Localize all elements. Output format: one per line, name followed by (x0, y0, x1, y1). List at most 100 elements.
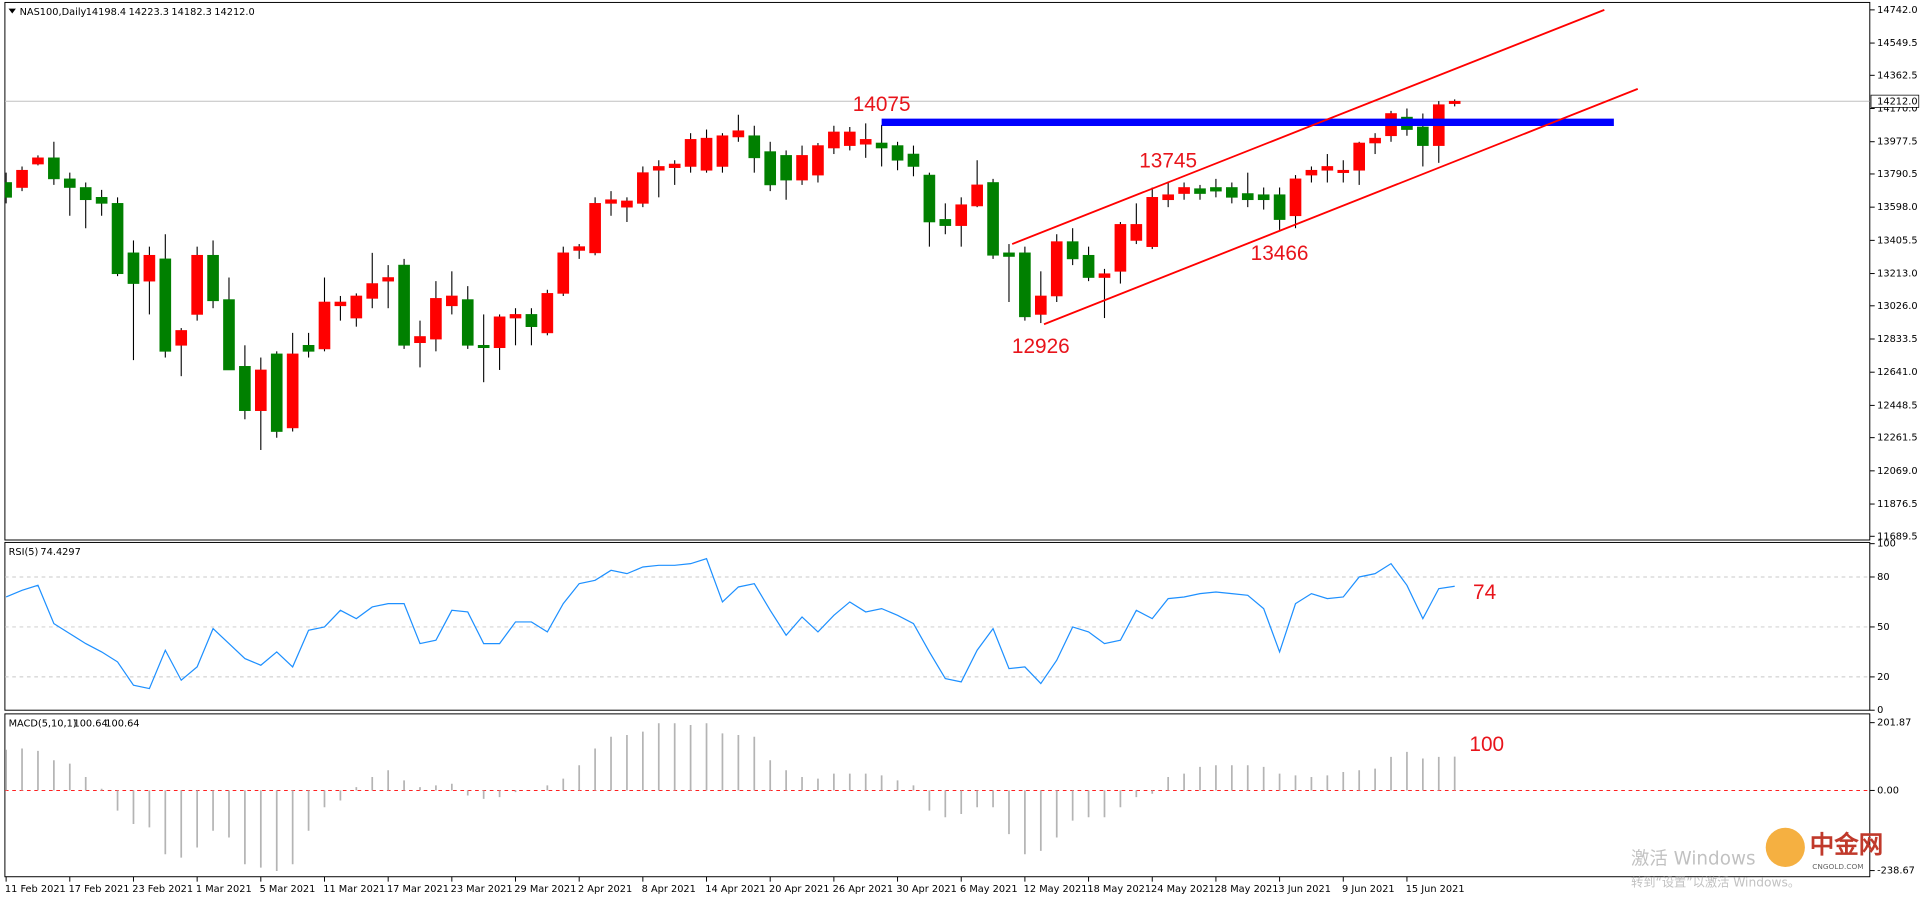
candle-body (4, 182, 12, 198)
macd-panel (4, 713, 1871, 878)
candle-body (1369, 137, 1381, 144)
candle-body (955, 204, 968, 226)
x-tick-label: 23 Mar 2021 (451, 884, 513, 895)
y-tick-label: 13213.0 (1877, 269, 1917, 280)
y-tick-label: 0 (1877, 705, 1883, 716)
x-tick-label: 5 Mar 2021 (260, 884, 316, 895)
candle-body (1082, 254, 1095, 278)
candle-body (652, 166, 665, 171)
x-tick-label: 29 Mar 2021 (514, 884, 576, 895)
x-tick-label: 30 Apr 2021 (896, 884, 956, 895)
x-tick-label: 3 Jun 2021 (1278, 884, 1331, 895)
header-low: 14182.3 (171, 7, 211, 18)
candle-body (1305, 169, 1318, 176)
y-tick-label: 13026.0 (1877, 301, 1917, 312)
candle-body (127, 252, 140, 284)
candle-body (1146, 197, 1159, 247)
price-plot (4, 9, 1870, 450)
candle-body (1353, 142, 1365, 171)
rsi-value: 74.4297 (40, 547, 80, 558)
x-tick-label: 17 Feb 2021 (69, 884, 130, 895)
candle-body (302, 344, 315, 352)
candle-body (573, 246, 585, 251)
last-value-label: 100 (1469, 733, 1504, 756)
candle-body (1130, 224, 1143, 241)
candle-body (748, 135, 761, 159)
chart-title: NAS100,Daily (20, 7, 87, 18)
macd-signal: 100.64 (105, 719, 139, 730)
x-tick-label: 12 May 2021 (1024, 884, 1088, 895)
candle-body (637, 172, 649, 204)
y-tick-label: 50 (1877, 622, 1889, 633)
candle-body (859, 139, 872, 145)
candle-body (1194, 188, 1206, 194)
macd-title: MACD(5,10,1) (9, 719, 77, 730)
y-tick-label: 12448.5 (1877, 400, 1917, 411)
candle-body (557, 252, 570, 294)
candle-body (223, 299, 235, 371)
x-tick-label: 11 Feb 2021 (5, 884, 66, 895)
y-tick-label: 13977.5 (1877, 137, 1917, 148)
candle-body (79, 187, 92, 201)
y-tick-label: 13598.0 (1877, 202, 1917, 213)
candle-body (875, 142, 888, 149)
candle-body (159, 258, 172, 352)
candle-body (95, 197, 108, 204)
watermark: 转到“设置”以激活 Windows。 (1631, 874, 1800, 889)
candle-body (1289, 178, 1302, 217)
x-tick-label: 18 May 2021 (1087, 884, 1151, 895)
candle-body (668, 163, 681, 168)
x-tick-label: 2 Apr 2021 (578, 884, 632, 895)
candle-body (414, 336, 426, 344)
macd-plot (4, 723, 1870, 872)
candle-body (286, 353, 299, 429)
x-tick-label: 28 May 2021 (1215, 884, 1279, 895)
candle-body (191, 254, 203, 315)
y-tick-label: 201.87 (1877, 718, 1911, 729)
annotation: 13466 (1251, 242, 1309, 265)
rsi-panel (4, 541, 1871, 711)
candle-body (780, 155, 792, 181)
header-open: 14198.4 (86, 7, 126, 18)
candle-body (143, 254, 156, 282)
candle-body (254, 369, 267, 411)
candle-body (366, 283, 379, 299)
y-tick-label: 11876.5 (1877, 499, 1917, 510)
x-tick-label: 14 Apr 2021 (705, 884, 765, 895)
candle-body (1162, 194, 1174, 201)
y-tick-label: 14742.0 (1877, 5, 1917, 16)
trend-line (1043, 87, 1639, 326)
candle-body (589, 203, 601, 254)
candle-body (382, 277, 394, 282)
candle-body (1273, 194, 1286, 220)
x-tick-label: 8 Apr 2021 (642, 884, 696, 895)
x-tick-label: 11 Mar 2021 (323, 884, 385, 895)
candle-body (461, 299, 474, 346)
y-tick-label: 12069.0 (1877, 466, 1917, 477)
candle-body (1019, 252, 1031, 318)
header-close: 14212.0 (214, 7, 254, 18)
candle-body (796, 155, 808, 181)
y-tick-label: 13405.5 (1877, 235, 1917, 246)
macd-value: 100.64 (73, 719, 107, 730)
candle-body (1098, 273, 1111, 278)
x-tick-label: 17 Mar 2021 (387, 884, 449, 895)
candle-body (1226, 187, 1238, 198)
candle-body (939, 219, 952, 226)
candle-body (1257, 194, 1270, 201)
candle-body (541, 293, 554, 334)
candle-body (907, 153, 920, 167)
y-tick-label: 13790.5 (1877, 169, 1917, 180)
annotation: 12926 (1012, 335, 1070, 358)
candle-body (716, 135, 729, 167)
y-tick-label: -238.67 (1877, 866, 1915, 877)
header-high: 14223.3 (129, 7, 169, 18)
candle-body (1050, 241, 1063, 297)
y-tick-label: 14170.0 (1877, 104, 1917, 115)
rsi-line (5, 557, 1455, 690)
y-tick-label: 12261.5 (1877, 433, 1917, 444)
candle-body (923, 174, 936, 223)
last-value-label: 74 (1473, 581, 1496, 604)
